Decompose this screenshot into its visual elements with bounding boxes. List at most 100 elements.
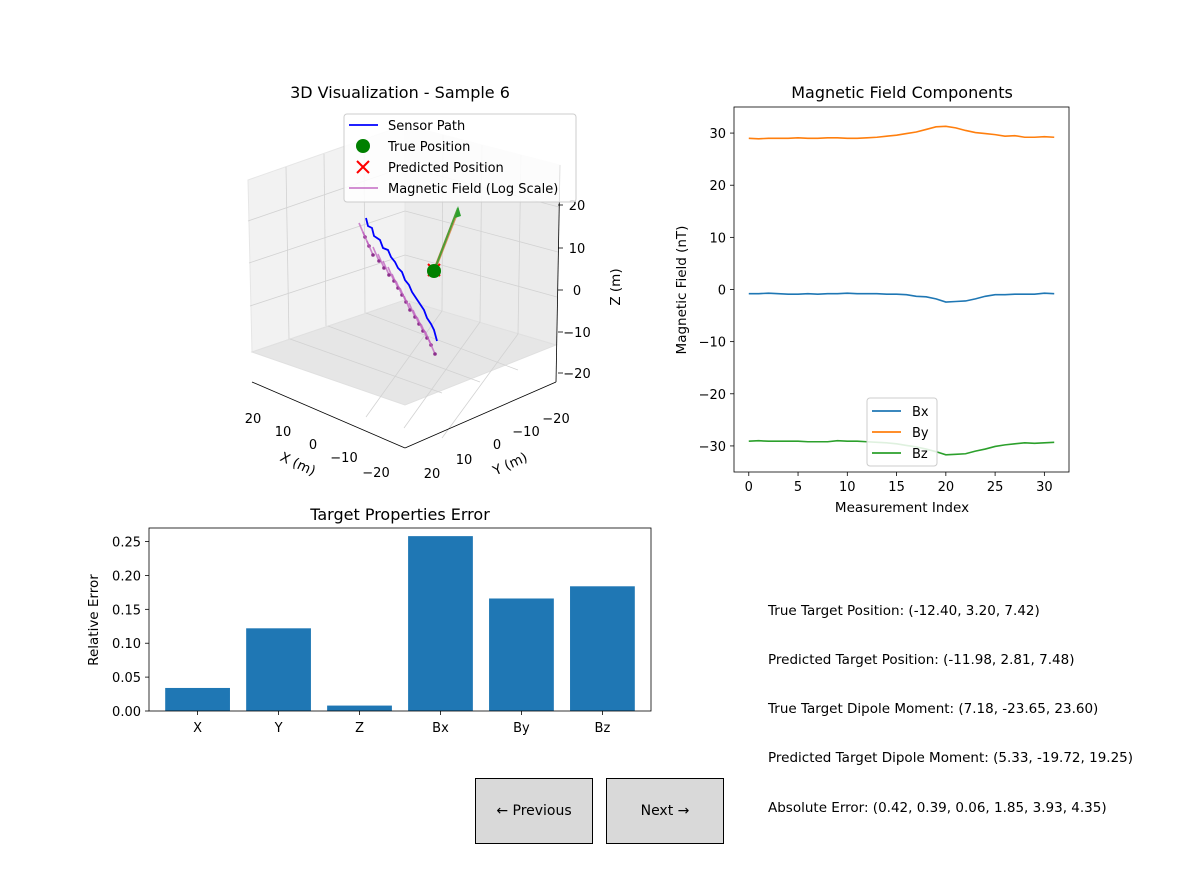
- target-error-bar-chart: Target Properties Error X Y Z Bx By Bz 0.000.…: [86, 505, 652, 736]
- legend-predicted-position: Predicted Position: [388, 161, 504, 176]
- next-button[interactable]: Next →: [606, 778, 724, 844]
- predicted-target-position: Predicted Target Position: (-11.98, 2.81…: [768, 652, 1075, 669]
- x-tick-labels: 20 10 0 −10 −20: [245, 412, 390, 481]
- y-tick-label: 0.20: [112, 569, 141, 584]
- x-tick-label: 15: [888, 480, 905, 495]
- absolute-error: Absolute Error: (0.42, 0.39, 0.06, 1.85,…: [768, 799, 1107, 816]
- bar-y: [246, 628, 311, 711]
- x-tick: −20: [362, 466, 389, 481]
- z-tick-labels: 20 10 0 −10 −20: [558, 199, 591, 382]
- y-tick-label: 30: [709, 127, 726, 142]
- line-chart-legend: Bx By Bz: [866, 397, 938, 467]
- y-tick-label: 10: [709, 231, 726, 246]
- z-tick: 0: [573, 284, 581, 299]
- x-tick: −10: [330, 451, 357, 466]
- bar-chart-frame: [148, 527, 652, 712]
- y-tick-label: −10: [699, 336, 726, 351]
- line-chart-title: Magnetic Field Components: [791, 83, 1013, 102]
- field-arrow: [366, 240, 374, 256]
- bar-x: [165, 687, 230, 711]
- field-arrow: [387, 266, 395, 282]
- y-tick-label: −20: [699, 388, 726, 403]
- category-label: Y: [274, 721, 283, 736]
- bar-chart-ylabel: Relative Error: [86, 574, 102, 666]
- 3d-panel-title: 3D Visualization - Sample 6: [290, 83, 510, 102]
- field-arrow: [428, 339, 436, 355]
- field-arrow-head: [387, 273, 391, 277]
- line-chart-xlabel: Measurement Index: [835, 500, 969, 516]
- x-tick: 10: [275, 425, 292, 440]
- y-tick-label: −30: [699, 440, 726, 455]
- y-tick-label: 0: [718, 284, 726, 299]
- y-tick: 0: [493, 438, 501, 453]
- y-tick-labels: 20 10 0 −10−20: [424, 412, 570, 482]
- bar-z: [327, 705, 392, 711]
- field-arrow: [382, 260, 390, 276]
- previous-button[interactable]: ← Previous: [475, 778, 593, 844]
- legend-bx: Bx: [912, 405, 929, 420]
- y-tick: −20: [542, 412, 569, 427]
- y-tick-label: 0.00: [112, 705, 141, 720]
- magnetic-field-line-chart: Magnetic Field Components 0 5 10 15 20 25 30 3…: [674, 83, 1070, 516]
- x-tick: 0: [309, 438, 317, 453]
- field-arrow: [408, 302, 416, 318]
- z-tick: 10: [569, 242, 586, 257]
- bar-by: [489, 598, 554, 711]
- y-tick: 10: [456, 453, 473, 468]
- series-bx: [748, 292, 1055, 303]
- y-tick-label: 0.05: [112, 671, 141, 686]
- field-arrow: [391, 273, 399, 289]
- x-axis-label: X (m): [277, 449, 318, 479]
- field-arrow: [377, 253, 385, 269]
- legend-by: By: [912, 426, 929, 441]
- line-chart-x-ticks: 0 5 10 15 20 25 30: [745, 472, 1053, 495]
- field-arrow: [403, 295, 411, 311]
- field-arrow: [372, 246, 380, 262]
- legend-magnetic-field: Magnetic Field (Log Scale): [388, 182, 558, 197]
- category-label: Z: [355, 721, 364, 736]
- dipole-moment-arrow: [432, 206, 461, 272]
- true-target-position: True Target Position: (-12.40, 3.20, 7.4…: [768, 602, 1040, 619]
- results-text: True Target Position: (-12.40, 3.20, 7.4…: [768, 570, 1133, 833]
- y-tick-label: 0.15: [112, 603, 141, 618]
- x-tick-label: 25: [987, 480, 1004, 495]
- line-chart-y-ticks: 30 20 10 0 −10 −20 −30: [699, 127, 734, 455]
- z-tick: −10: [563, 326, 590, 341]
- y-tick: 20: [424, 467, 441, 482]
- legend-sensor-path: Sensor Path: [388, 119, 465, 134]
- y-tick-label: 0.10: [112, 637, 141, 652]
- predicted-dipole-moment: Predicted Target Dipole Moment: (5.33, -…: [768, 750, 1134, 767]
- 3d-visualization-panel: 3D Visualization - Sample 6: [245, 83, 624, 482]
- z-tick: 20: [569, 199, 586, 214]
- field-arrow: [412, 309, 420, 325]
- bar-chart-bars: [165, 536, 635, 711]
- bar-chart-x-ticks: X Y Z Bx By Bz: [193, 711, 610, 736]
- legend-bz: Bz: [912, 447, 928, 462]
- bar-chart-y-ticks: 0.00 0.05 0.10 0.15 0.20 0.25: [112, 536, 149, 720]
- y-axis-label: Y (m): [490, 449, 531, 479]
- x-tick-label: 10: [839, 480, 856, 495]
- z-tick: −20: [563, 367, 590, 382]
- x-tick-label: 30: [1036, 480, 1053, 495]
- x-tick-label: 0: [745, 480, 753, 495]
- category-label: Bz: [595, 721, 611, 736]
- x-tick-label: 20: [938, 480, 955, 495]
- field-arrow-head: [371, 253, 375, 257]
- x-tick-label: 5: [794, 480, 802, 495]
- field-arrow-head: [433, 352, 437, 356]
- category-label: By: [513, 721, 530, 736]
- true-position-marker: [427, 264, 441, 278]
- y-tick-label: 20: [709, 179, 726, 194]
- bar-bx: [408, 536, 473, 711]
- field-arrow: [416, 316, 424, 332]
- x-tick: 20: [245, 412, 262, 427]
- field-arrow: [420, 323, 428, 339]
- y-tick: −10: [512, 425, 539, 440]
- series-by: [748, 125, 1055, 140]
- z-axis-label: Z (m): [608, 268, 624, 305]
- category-label: Bx: [432, 721, 449, 736]
- bar-bz: [570, 586, 635, 711]
- line-chart-ylabel: Magnetic Field (nT): [674, 226, 690, 355]
- magnetic-field-arrows: [358, 222, 437, 356]
